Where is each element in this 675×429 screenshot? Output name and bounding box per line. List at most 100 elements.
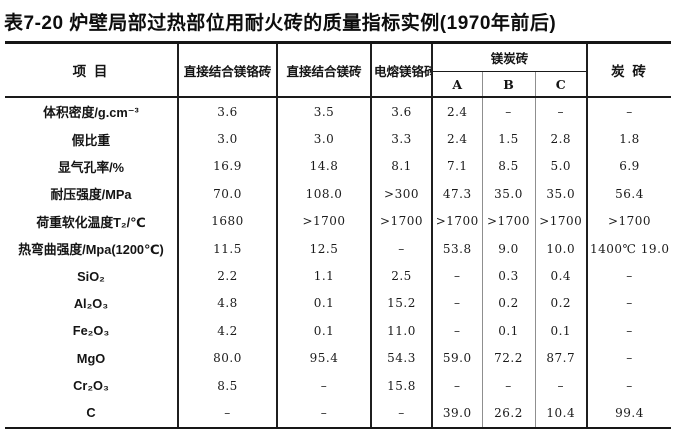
cell-value: –: [431, 317, 482, 345]
cell-value: 8.5: [481, 152, 535, 181]
column-header-carbon-brick: 炭 砖: [586, 42, 672, 97]
row-label: 耐压强度/MPa: [50, 187, 132, 203]
cell-value: 15.8: [370, 371, 432, 400]
cell-value: 35.0: [481, 180, 535, 208]
cell-value: 0.3: [481, 262, 535, 290]
cell-value: 1.8: [586, 125, 672, 153]
table-row: 耐压强度/MPa 70.0 108.0 >300 47.3 35.0 35.0 56.4: [5, 180, 672, 208]
row-label: 显气孔率/%: [57, 159, 125, 175]
cell-value: 1.5: [481, 125, 535, 153]
header-row-sub: A B C: [5, 71, 671, 97]
cell-value: 2.2: [177, 262, 277, 290]
cell-value: 11.0: [370, 317, 432, 345]
table-row: Al₂O₃ 4.8 0.1 15.2–0.2 0.2–: [5, 289, 672, 318]
cell-value: –: [276, 399, 371, 429]
column-header-grade-c: C: [534, 71, 588, 97]
cell-value: 0.4: [534, 262, 588, 290]
cell-value: 47.3: [431, 180, 482, 208]
cell-value: 1400℃ 19.0: [586, 234, 672, 263]
column-header-item: 项 目: [72, 64, 110, 79]
cell-value: 3.6: [370, 97, 432, 126]
cell-value: 95.4: [276, 344, 371, 372]
cell-value: –: [586, 317, 672, 345]
header-row-main: 项 目 直接结合镁铬砖 直接结合镁砖 电熔镁铬砖 镁炭砖 炭 砖: [5, 42, 672, 97]
cell-value: 56.4: [586, 180, 672, 208]
row-label: Al₂O₃: [73, 295, 109, 311]
column-header-fused-magnesia-chrome-brick: 电熔镁铬砖: [370, 42, 432, 97]
cell-value: >1700: [276, 207, 371, 235]
cell-value: 59.0: [431, 344, 482, 372]
cell-value: –: [431, 289, 482, 318]
cell-value: –: [534, 371, 588, 400]
cell-value: 12.5: [276, 234, 371, 263]
cell-value: –: [586, 97, 672, 126]
table-row: Cr₂O₃ 8.5–15.8– – – –: [5, 371, 672, 400]
cell-value: 3.0: [177, 125, 277, 153]
cell-value: 108.0: [276, 180, 371, 208]
cell-value: –: [276, 371, 371, 400]
cell-value: 16.9: [177, 152, 277, 181]
cell-value: 1.1: [276, 262, 371, 290]
row-label: 体积密度/g.cm⁻³: [43, 105, 139, 121]
cell-value: 3.5: [276, 97, 371, 126]
cell-value: 10.4: [534, 399, 588, 429]
cell-value: –: [177, 399, 277, 429]
cell-value: 35.0: [534, 180, 588, 208]
column-header-direct-bonded-magnesia-chrome-brick: 直接结合镁铬砖: [177, 42, 277, 97]
cell-value: 99.4: [586, 399, 672, 429]
row-label: Cr₂O₃: [73, 378, 109, 394]
cell-value: 2.4: [431, 97, 482, 126]
cell-value: 3.3: [370, 125, 432, 153]
cell-value: >1700: [534, 207, 588, 235]
cell-value: –: [431, 262, 482, 290]
cell-value: 2.5: [370, 262, 432, 290]
cell-value: –: [586, 289, 672, 318]
cell-value: 87.7: [534, 344, 588, 372]
table-row: MgO 80.0 95.4 54.3 59.0 72.2 87.7–: [5, 344, 672, 372]
cell-value: 2.8: [534, 125, 588, 153]
cell-value: 0.1: [276, 317, 371, 345]
cell-value: 72.2: [481, 344, 535, 372]
table-row: C – – –39.0 26.2 10.4 99.4: [5, 399, 672, 429]
table-row: SiO₂ 2.2 1.1 2.5–0.3 0.4–: [5, 262, 672, 290]
cell-value: 0.1: [481, 317, 535, 345]
cell-value: >1700: [586, 207, 672, 235]
column-header-grade-a: A: [431, 71, 482, 97]
cell-value: 11.5: [177, 234, 277, 263]
row-label: Fe₂O₃: [72, 323, 110, 339]
table-body: 体积密度/g.cm⁻³ 3.6 3.5 3.6 2.4– – – 假比重 3.0 3.0 3.3 2.…: [5, 97, 672, 429]
table-row: 假比重 3.0 3.0 3.3 2.4 1.5 2.8 1.8: [5, 125, 672, 153]
table-row: 体积密度/g.cm⁻³ 3.6 3.5 3.6 2.4– – –: [5, 97, 672, 126]
row-label: C: [86, 405, 96, 421]
cell-value: –: [370, 234, 432, 263]
cell-value: 8.1: [370, 152, 432, 181]
cell-value: 9.0: [481, 234, 535, 263]
cell-value: 0.1: [534, 317, 588, 345]
cell-value: –: [534, 97, 588, 126]
table-title: 表7-20 炉壁局部过热部位用耐火砖的质量指标实例(1970年前后): [4, 13, 557, 34]
column-header-grade-b: B: [481, 71, 535, 97]
cell-value: 4.2: [177, 317, 277, 345]
cell-value: 0.2: [534, 289, 588, 318]
cell-value: >1700: [370, 207, 432, 235]
cell-value: –: [431, 371, 482, 400]
cell-value: –: [481, 97, 535, 126]
cell-value: 80.0: [177, 344, 277, 372]
cell-value: >1700: [481, 207, 535, 235]
cell-value: 4.8: [177, 289, 277, 318]
cell-value: –: [586, 371, 672, 400]
cell-value: –: [586, 344, 672, 372]
row-label: 荷重软化温度T₂/℃: [36, 214, 146, 230]
cell-value: –: [586, 262, 672, 290]
cell-value: 6.9: [586, 152, 672, 181]
cell-value: 1680: [177, 207, 277, 235]
cell-value: –: [481, 371, 535, 400]
cell-value: 53.8: [431, 234, 482, 263]
cell-value: 70.0: [177, 180, 277, 208]
cell-value: 15.2: [370, 289, 432, 318]
cell-value: 14.8: [276, 152, 371, 181]
cell-value: 2.4: [431, 125, 482, 153]
cell-value: 8.5: [177, 371, 277, 400]
cell-value: 0.2: [481, 289, 535, 318]
cell-value: 7.1: [431, 152, 482, 181]
